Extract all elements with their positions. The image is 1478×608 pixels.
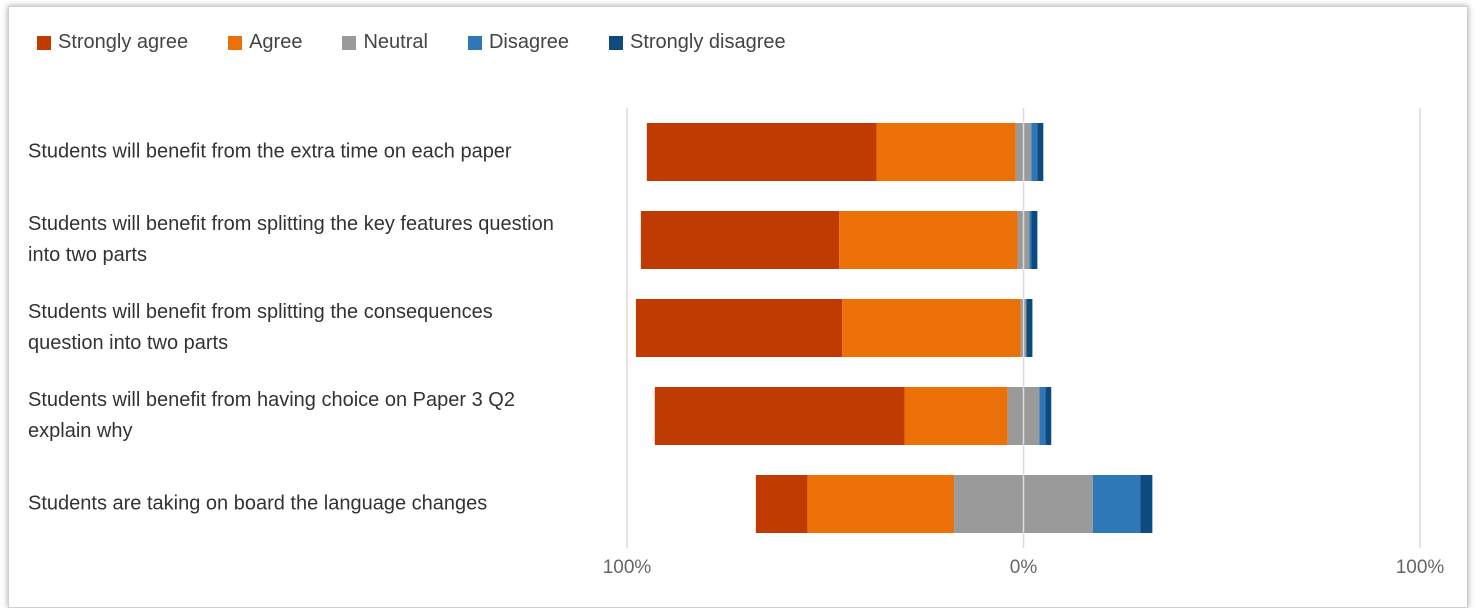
category-label: Students will benefit from splitting the… xyxy=(28,213,554,266)
bar-segment xyxy=(842,299,1021,357)
bar-segment xyxy=(1031,123,1038,181)
legend-label: Strongly disagree xyxy=(629,31,786,53)
bar-segment xyxy=(1037,123,1044,181)
legend-item: Strongly agree xyxy=(37,31,188,54)
category-label: Students will benefit from the extra tim… xyxy=(28,140,512,163)
category-label: Students will benefit from splitting the… xyxy=(28,301,493,354)
bar-segment xyxy=(839,211,1018,269)
legend-swatch xyxy=(608,35,623,50)
bar-segment xyxy=(1029,211,1032,269)
category-label: Students will benefit from having choice… xyxy=(28,389,515,442)
category-label: Students are taking on board the languag… xyxy=(28,492,488,515)
x-tick-label: 0% xyxy=(1010,557,1038,578)
legend: Strongly agree Agree Neutral Disagree Strong… xyxy=(37,31,786,54)
bar-segment xyxy=(755,475,808,533)
legend-label: Neutral xyxy=(363,31,428,53)
chart: 100% 0% 100% xyxy=(603,108,1445,578)
bar-segment xyxy=(807,475,955,533)
bar-segment xyxy=(1140,475,1153,533)
x-tick-label: 100% xyxy=(1396,557,1445,578)
legend-item: Strongly disagree xyxy=(608,31,786,54)
bar-segment xyxy=(646,123,877,181)
legend-label: Disagree xyxy=(488,31,569,53)
bar-segment xyxy=(904,387,1008,445)
legend-swatch xyxy=(228,35,243,50)
legend-label: Strongly agree xyxy=(58,31,189,53)
bar-segment xyxy=(635,299,843,357)
legend-item: Agree xyxy=(228,31,302,54)
bar-segment xyxy=(1045,387,1052,445)
legend-swatch xyxy=(467,35,482,50)
legend-label: Agree xyxy=(249,31,303,53)
legend-swatch xyxy=(37,35,51,50)
bar-segment xyxy=(1092,475,1141,533)
bar-segment xyxy=(1026,299,1033,357)
bar-segment xyxy=(640,211,840,269)
bar-segment xyxy=(654,387,905,445)
bar-segment xyxy=(876,123,1016,181)
legend-item: Disagree xyxy=(467,31,569,54)
bar-segment xyxy=(1031,211,1038,269)
bar-segment xyxy=(1039,387,1046,445)
legend-swatch xyxy=(342,35,357,50)
x-tick-label: 100% xyxy=(603,557,652,578)
legend-item: Neutral xyxy=(342,31,428,54)
